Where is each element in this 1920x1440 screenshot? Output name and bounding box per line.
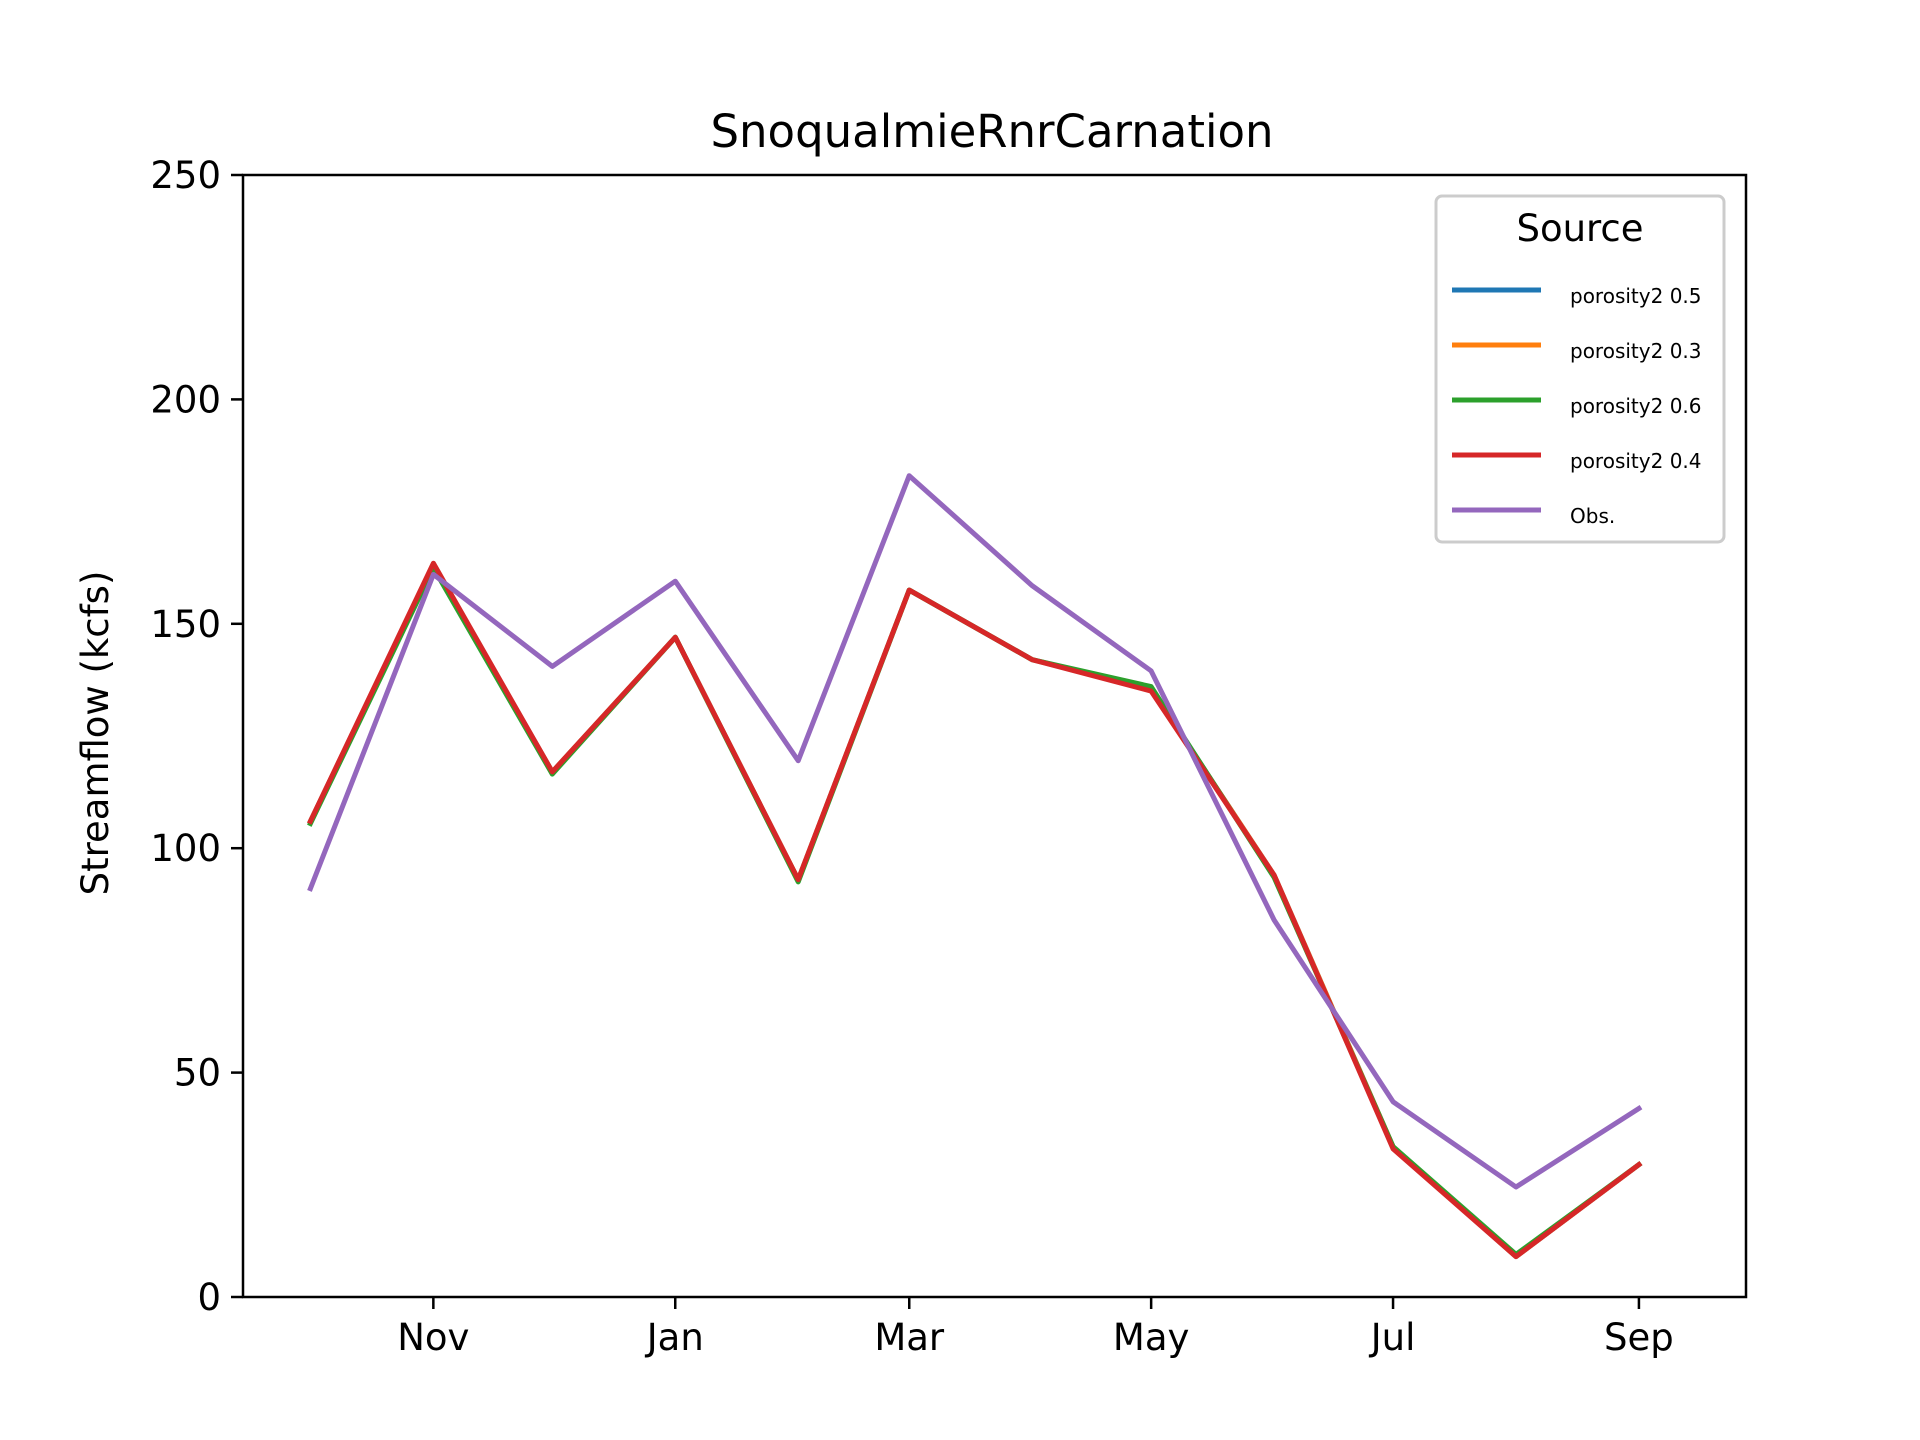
x-tick-label: May	[1113, 1316, 1190, 1359]
x-tick-label: Nov	[397, 1316, 469, 1359]
legend-label-2: porosity2 0.6	[1570, 394, 1702, 418]
x-tick-label: Sep	[1604, 1316, 1674, 1359]
x-tick-label: Jul	[1369, 1316, 1416, 1359]
legend-title: Source	[1516, 207, 1643, 250]
y-tick-label: 50	[174, 1052, 221, 1095]
legend-label-4: Obs.	[1570, 504, 1615, 528]
chart-title: SnoqualmieRnrCarnation	[710, 105, 1273, 158]
y-tick-label: 200	[150, 378, 221, 421]
x-tick-label: Jan	[645, 1316, 704, 1359]
legend: Source porosity2 0.5 porosity2 0.3 porosity…	[1434, 194, 1726, 544]
plot-frame	[241, 173, 1748, 1299]
series-line-4	[307, 473, 1643, 1190]
x-tick-label: Mar	[874, 1316, 945, 1359]
legend-label-3: porosity2 0.4	[1570, 449, 1702, 473]
legend-label-1: porosity2 0.3	[1570, 339, 1702, 363]
y-axis-label: Streamflow (kcfs)	[74, 571, 117, 896]
y-tick-label: 100	[150, 827, 221, 870]
legend-label-0: porosity2 0.5	[1570, 284, 1702, 308]
y-tick-label: 0	[197, 1276, 221, 1319]
axes: 0 50 100 150 200 250 Nov Jan Mar May Jul Sep	[150, 154, 1748, 1359]
series-lines	[307, 473, 1643, 1260]
series-line-3	[307, 560, 1643, 1260]
y-tick-label: 250	[150, 154, 221, 197]
y-tick-label: 150	[150, 603, 221, 646]
